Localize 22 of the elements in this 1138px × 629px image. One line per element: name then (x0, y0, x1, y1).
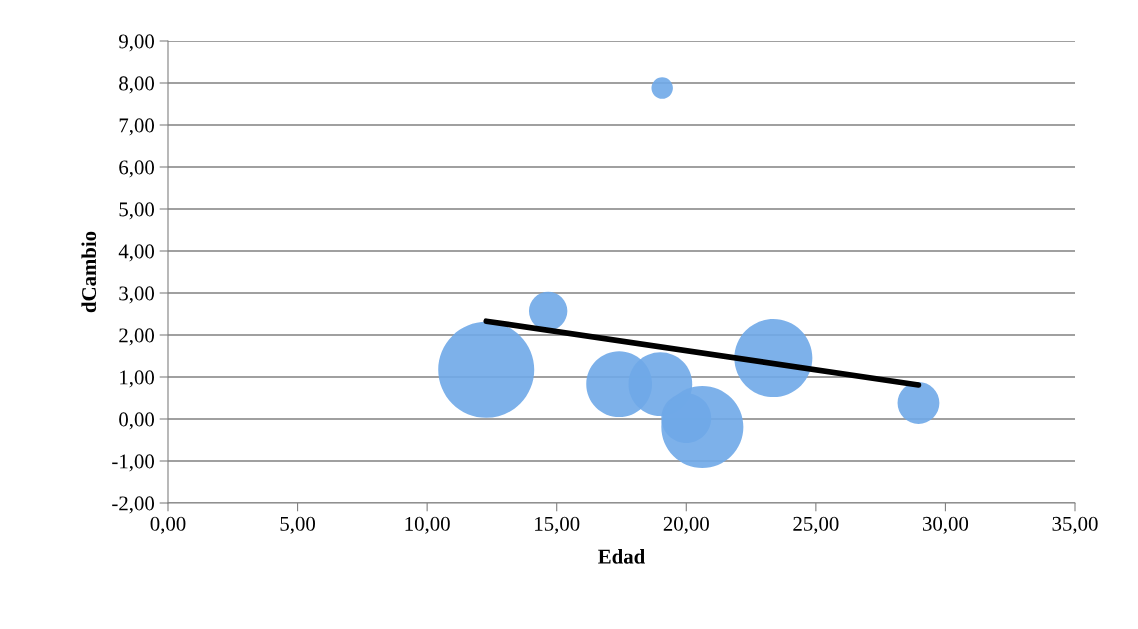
y-tick-label: 7,00 (119, 118, 155, 136)
y-tick-label: 0,00 (119, 412, 155, 430)
x-tick-label: 30,00 (922, 516, 969, 534)
x-tick-label: 15,00 (535, 516, 580, 534)
x-tick-label: 35,00 (1052, 516, 1098, 534)
y-tick-label: 5,00 (119, 202, 155, 220)
y-tick-label: -1,00 (112, 454, 155, 472)
y-tick-label: 8,00 (119, 76, 155, 94)
x-tick-label: 20,00 (663, 516, 709, 534)
y-tick-label: 1,00 (120, 370, 155, 388)
y-tick-label: -2,00 (112, 496, 155, 514)
x-tick-label: 25,00 (793, 516, 839, 534)
y-tick-label: 4,00 (118, 244, 155, 262)
x-tick-label: 10,00 (405, 516, 450, 534)
x-tick-label: 5,00 (280, 516, 316, 534)
y-tick-label: 3,00 (119, 286, 155, 304)
y-tick-label: 2,00 (119, 328, 155, 346)
y-axis-title: dCambio (81, 231, 97, 313)
x-tick-label: 0,00 (150, 516, 186, 534)
y-tick-label: 6,00 (119, 160, 155, 178)
y-tick-label: 9,00 (119, 34, 155, 52)
x-axis-title: Edad (598, 548, 646, 564)
